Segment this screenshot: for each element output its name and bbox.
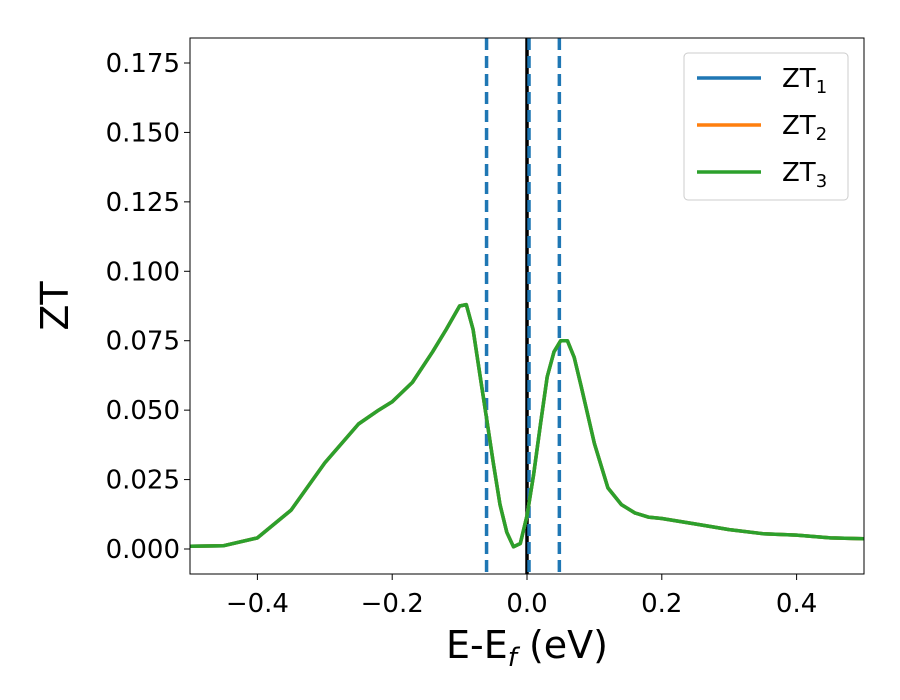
legend-label-sub: 2 bbox=[816, 124, 827, 145]
y-axis-ticks: 0.000 0.025 0.050 0.075 0.100 0.125 0.150 0.175 bbox=[106, 49, 190, 565]
legend-label-sub: 3 bbox=[816, 171, 827, 192]
legend-label-1: ZT1 bbox=[782, 64, 827, 98]
x-axis-label-unit: (eV) bbox=[517, 623, 608, 667]
series-lines bbox=[190, 302, 864, 549]
y-tick-label: 0.150 bbox=[106, 118, 180, 148]
legend-label-main: ZT bbox=[782, 158, 816, 188]
x-axis-label-main: E-E bbox=[446, 623, 508, 667]
x-tick-label: 0.0 bbox=[506, 589, 547, 619]
legend-label-main: ZT bbox=[782, 64, 816, 94]
legend-label-2: ZT2 bbox=[782, 111, 827, 145]
legend-label-main: ZT bbox=[782, 111, 816, 141]
y-tick-label: 0.000 bbox=[106, 535, 180, 565]
y-tick-label: 0.025 bbox=[106, 466, 180, 496]
y-tick-label: 0.125 bbox=[106, 188, 180, 218]
x-axis-ticks: −0.4 −0.2 0.0 0.2 0.4 bbox=[226, 574, 817, 619]
y-tick-label: 0.075 bbox=[106, 327, 180, 357]
x-tick-label: 0.2 bbox=[641, 589, 682, 619]
x-tick-label: −0.4 bbox=[226, 589, 289, 619]
y-tick-label: 0.050 bbox=[106, 396, 180, 426]
vertical-reference-lines bbox=[484, 38, 562, 574]
y-tick-label: 0.100 bbox=[106, 257, 180, 287]
series-line-3 bbox=[190, 302, 864, 549]
y-axis-label: ZT bbox=[33, 281, 77, 331]
legend-box bbox=[683, 52, 849, 201]
x-tick-label: 0.4 bbox=[776, 589, 817, 619]
legend-label-3: ZT3 bbox=[782, 158, 827, 192]
legend-label-sub: 1 bbox=[816, 77, 827, 98]
x-tick-label: −0.2 bbox=[361, 589, 424, 619]
x-axis-label: E-Ef (eV) bbox=[446, 623, 608, 673]
y-tick-label: 0.175 bbox=[106, 49, 180, 79]
